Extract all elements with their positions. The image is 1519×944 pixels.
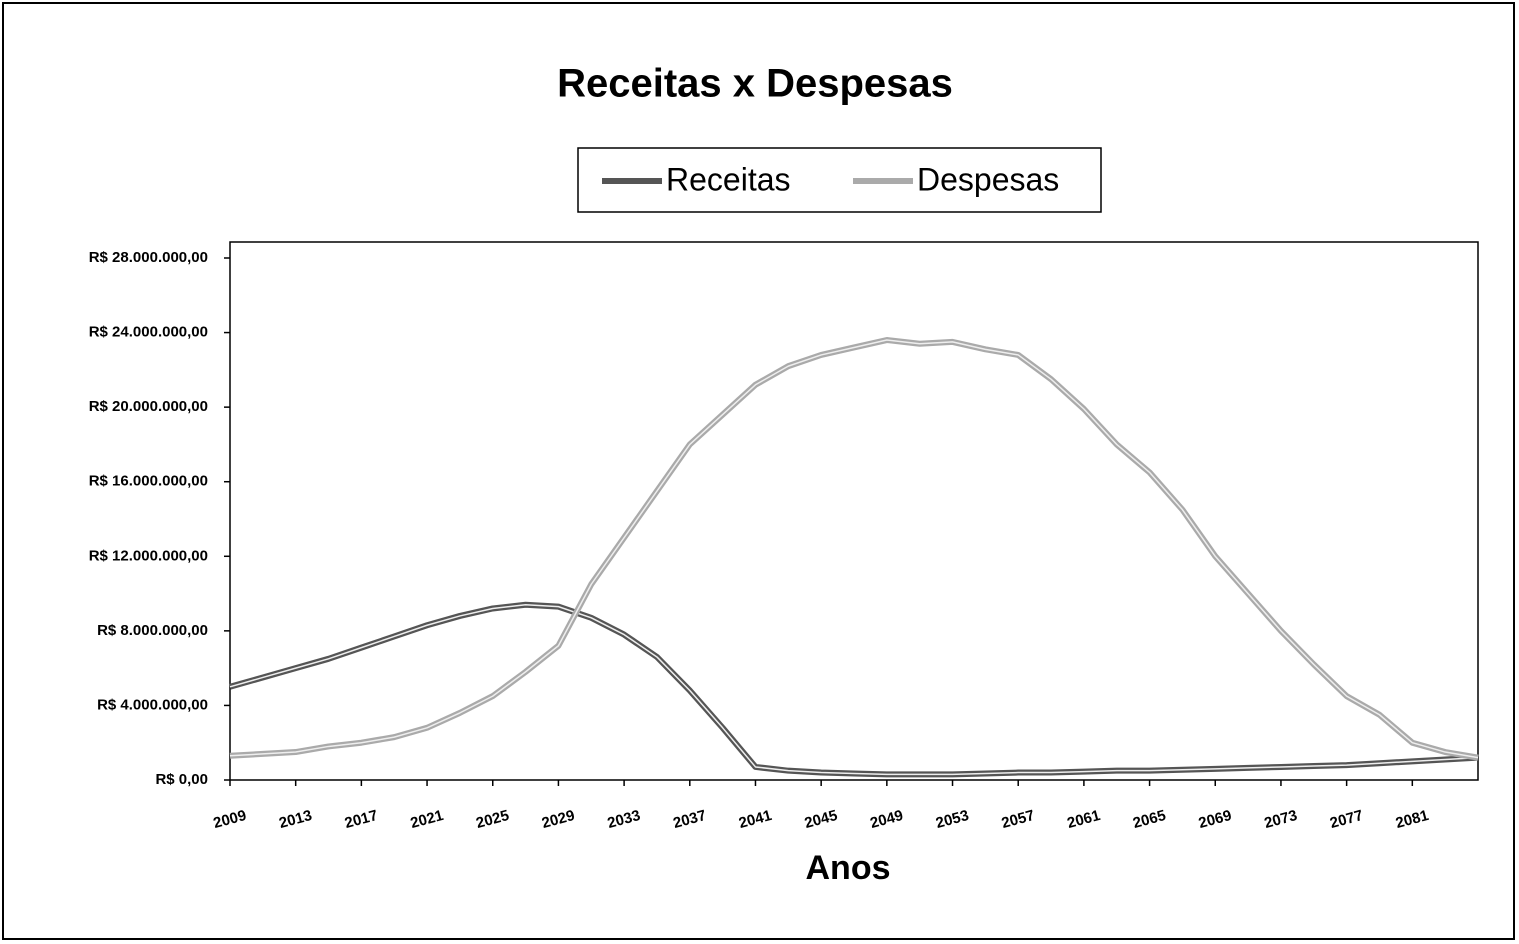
- legend-box: [577, 147, 1102, 213]
- y-tick-label: R$ 24.000.000,00: [89, 324, 208, 341]
- chart-title: Receitas x Despesas: [557, 62, 953, 106]
- y-tick-label: R$ 20.000.000,00: [89, 398, 208, 415]
- y-tick-label: R$ 16.000.000,00: [89, 473, 208, 490]
- y-tick-label: R$ 12.000.000,00: [89, 547, 208, 564]
- plot-area: [229, 241, 1479, 781]
- y-tick-label: R$ 8.000.000,00: [97, 622, 208, 639]
- y-tick-label: R$ 4.000.000,00: [97, 696, 208, 713]
- legend-label: Receitas: [666, 161, 791, 197]
- y-tick-label: R$ 28.000.000,00: [89, 249, 208, 266]
- legend-label: Despesas: [917, 161, 1059, 197]
- series-line-highlight: [229, 339, 1479, 759]
- x-axis-label: Anos: [806, 849, 891, 887]
- series-line-highlight: [229, 604, 1479, 776]
- y-tick-label: R$ 0,00: [155, 771, 208, 788]
